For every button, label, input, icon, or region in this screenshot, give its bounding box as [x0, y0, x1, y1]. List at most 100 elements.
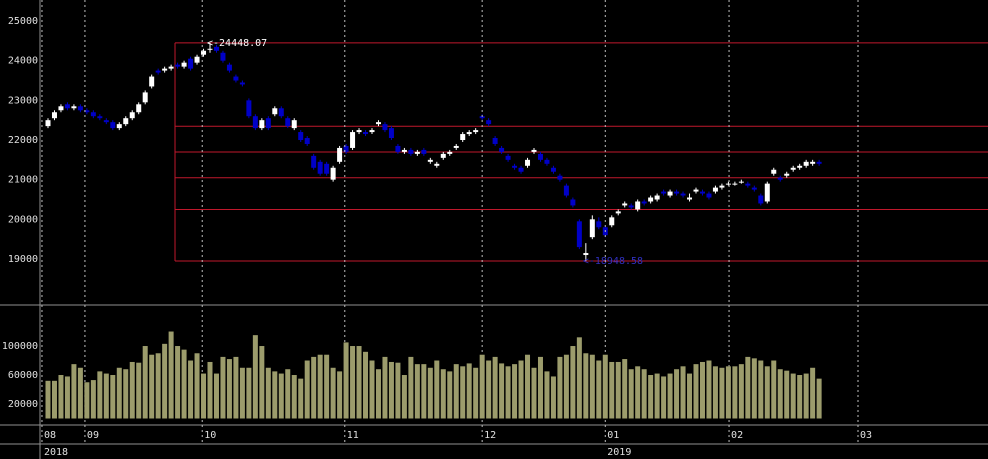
- candle-body: [434, 163, 440, 166]
- volume-bar: [330, 367, 336, 419]
- volume-bar: [641, 369, 647, 419]
- volume-bar: [194, 353, 200, 419]
- candle-body: [466, 132, 472, 135]
- volume-bar: [388, 361, 394, 419]
- volume-bar: [512, 364, 518, 419]
- volume-bar: [557, 356, 563, 419]
- volume-bar: [64, 376, 70, 419]
- volume-bar: [356, 346, 362, 419]
- volume-bar: [473, 367, 479, 419]
- y-tick-label: 25000: [8, 16, 38, 27]
- volume-bar: [499, 363, 505, 419]
- candle-body: [181, 62, 187, 67]
- volume-bar: [123, 369, 129, 419]
- volume-bar: [576, 337, 582, 419]
- candle-body: [499, 147, 505, 152]
- volume-bar: [97, 371, 103, 419]
- y-tick-label: 19000: [8, 254, 38, 265]
- volume-bar: [259, 346, 265, 419]
- volume-bar: [395, 362, 401, 419]
- candle-body: [537, 153, 543, 160]
- volume-bar: [168, 331, 174, 419]
- candle-body: [544, 159, 550, 164]
- candle-body: [803, 161, 809, 166]
- candle-body: [797, 165, 803, 168]
- volume-bar: [136, 362, 142, 419]
- volume-bar: [803, 373, 809, 419]
- volume-bar: [213, 373, 219, 419]
- candle-body: [252, 116, 258, 129]
- volume-bar: [466, 363, 472, 419]
- candle-body: [142, 92, 148, 103]
- candle-body: [388, 128, 394, 139]
- volume-bar: [175, 346, 181, 419]
- volume-bar: [602, 354, 608, 419]
- candle-body: [337, 147, 343, 162]
- volume-bar: [712, 366, 718, 419]
- volume-bar: [207, 361, 213, 419]
- volume-bar: [518, 360, 524, 419]
- volume-bar: [414, 364, 420, 419]
- volume-bar: [544, 371, 550, 419]
- volume-bar: [609, 361, 615, 419]
- candle-body: [213, 46, 219, 51]
- volume-bar: [687, 373, 693, 419]
- y-tick-label: 60000: [8, 370, 38, 381]
- candle-body: [518, 167, 524, 172]
- candle-body: [453, 145, 459, 148]
- x-tick-label: 11: [347, 430, 359, 441]
- volume-bar: [654, 373, 660, 419]
- volume-bar: [706, 360, 712, 419]
- candle-body: [427, 159, 433, 162]
- y-tick-label: 22000: [8, 135, 38, 146]
- candle-body: [58, 106, 64, 111]
- candle-body: [233, 76, 239, 81]
- volume-bar: [304, 360, 310, 419]
- volume-bar: [648, 375, 654, 419]
- candle-body: [492, 138, 498, 144]
- candle-body: [162, 68, 168, 71]
- x-tick-label: 01: [607, 430, 619, 441]
- candle-body: [764, 183, 770, 202]
- volume-bar: [265, 367, 271, 419]
- y-tick-label: 100000: [2, 341, 38, 352]
- candle-body: [531, 149, 537, 152]
- volume-bar: [764, 366, 770, 419]
- year-label: 2019: [607, 447, 631, 458]
- candle-body: [414, 151, 420, 154]
- candle-body: [486, 120, 492, 125]
- candle-body: [557, 175, 563, 180]
- candle-body: [188, 58, 194, 69]
- volume-bar: [239, 367, 245, 419]
- volume-bar: [531, 367, 537, 419]
- volume-bar: [226, 359, 232, 419]
- volume-bar: [272, 371, 278, 419]
- volume-bar: [816, 378, 822, 419]
- volume-bar: [486, 360, 492, 419]
- annotation: <-24448.07: [207, 38, 267, 49]
- candle-body: [168, 66, 174, 69]
- candle-body: [596, 221, 602, 228]
- volume-bar: [298, 378, 304, 419]
- candle-body: [116, 124, 122, 129]
- volume-bar: [201, 373, 207, 419]
- candle-body: [622, 203, 628, 206]
- candle-body: [674, 191, 680, 194]
- candle-body: [460, 134, 466, 141]
- candle-body: [149, 76, 155, 87]
- candle-body: [641, 201, 647, 204]
- candle-body: [356, 130, 362, 133]
- volume-bar: [51, 380, 57, 419]
- volume-bar: [667, 373, 673, 419]
- candle-body: [576, 221, 582, 248]
- candle-body: [265, 118, 271, 129]
- volume-bar: [58, 375, 64, 419]
- volume-bar: [408, 356, 414, 419]
- volume-bar: [693, 364, 699, 419]
- candle-body: [648, 197, 654, 202]
- candle-body: [90, 112, 96, 117]
- volume-bar: [252, 335, 258, 419]
- x-tick-label: 12: [484, 430, 496, 441]
- candle-body: [129, 112, 135, 119]
